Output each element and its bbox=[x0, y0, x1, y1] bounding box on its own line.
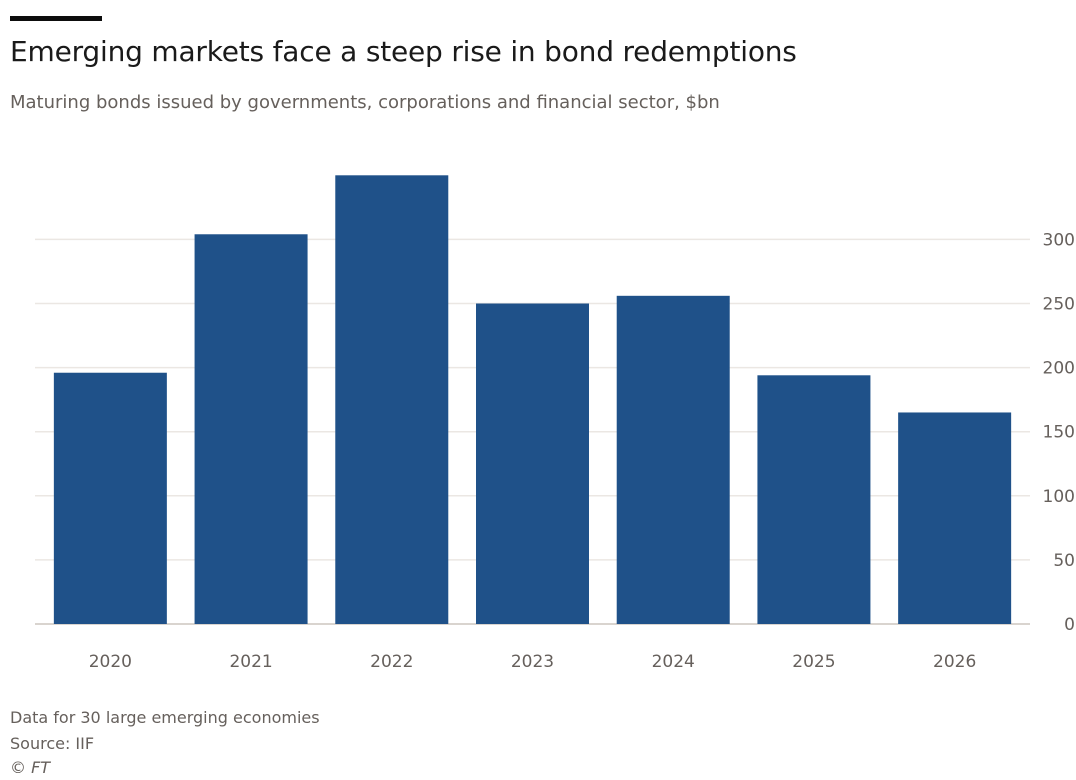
y-axis-ticks: 0 50 100 150 200 250 300 bbox=[1043, 230, 1075, 635]
bar-2022 bbox=[335, 175, 449, 625]
bar-2025 bbox=[757, 375, 871, 624]
y-tick-label: 300 bbox=[1043, 230, 1075, 250]
x-tick-label: 2021 bbox=[229, 652, 272, 672]
bar-2026 bbox=[898, 412, 1012, 624]
x-tick-label: 2026 bbox=[933, 652, 976, 672]
x-tick-label: 2025 bbox=[792, 652, 835, 672]
y-tick-label: 250 bbox=[1043, 295, 1075, 315]
chart-title: Emerging markets face a steep rise in bo… bbox=[10, 35, 797, 68]
y-tick-label: 100 bbox=[1043, 487, 1075, 507]
x-tick-label: 2024 bbox=[652, 652, 695, 672]
x-axis-ticks: 2020 2021 2022 2023 2024 2025 2026 bbox=[89, 652, 977, 672]
x-tick-label: 2022 bbox=[370, 652, 413, 672]
y-tick-label: 0 bbox=[1064, 615, 1075, 635]
bar-2020 bbox=[53, 372, 167, 624]
top-rule bbox=[10, 16, 102, 21]
bar-2021 bbox=[194, 234, 308, 624]
credit-note: © FT bbox=[10, 758, 51, 777]
bars bbox=[53, 175, 1012, 625]
bar-2023 bbox=[476, 303, 589, 624]
x-tick-label: 2023 bbox=[511, 652, 554, 672]
bar-2024 bbox=[616, 295, 730, 624]
data-note: Data for 30 large emerging economies bbox=[10, 708, 320, 727]
y-tick-label: 200 bbox=[1043, 359, 1075, 379]
source-note: Source: IIF bbox=[10, 734, 95, 753]
x-tick-label: 2020 bbox=[89, 652, 132, 672]
y-tick-label: 50 bbox=[1053, 551, 1075, 571]
chart-subtitle: Maturing bonds issued by governments, co… bbox=[10, 92, 720, 113]
y-tick-label: 150 bbox=[1043, 423, 1075, 443]
